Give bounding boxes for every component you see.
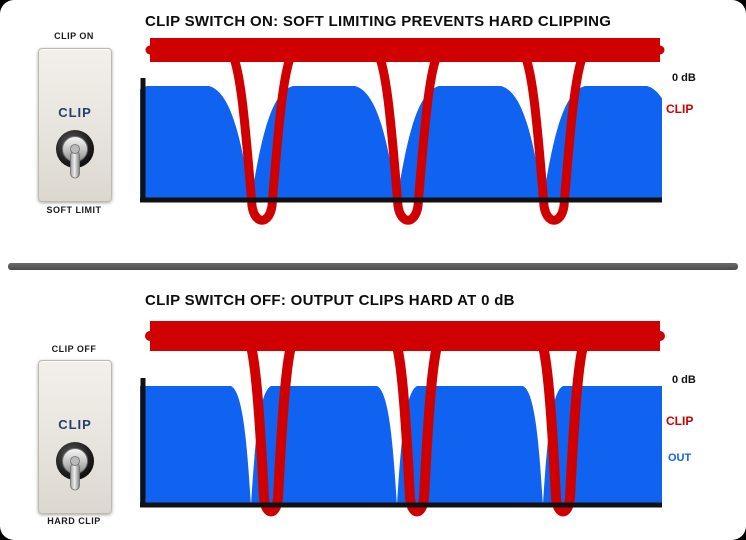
switch-pivot <box>70 456 80 466</box>
switch-plate-bottom: CLIP <box>38 360 112 514</box>
switch-lever <box>70 462 80 491</box>
toggle-switch[interactable] <box>51 441 99 505</box>
input-waveform <box>145 45 665 225</box>
switch-caption-top: CLIP OFF <box>51 344 97 354</box>
clip-label-bottom: CLIP <box>666 414 694 428</box>
switch-caption-top: CLIP ON <box>54 31 94 41</box>
clip-label: CLIP <box>58 105 92 120</box>
switch-plate-top: CLIP <box>38 48 112 202</box>
switch-lever <box>70 150 80 179</box>
clip-label-top: CLIP <box>666 102 694 116</box>
switch-caption-bottom: SOFT LIMIT <box>46 205 102 215</box>
section-divider <box>8 263 738 270</box>
switch-pivot <box>70 144 80 154</box>
input-waveform <box>145 331 665 517</box>
toggle-switch[interactable] <box>51 129 99 193</box>
output-waveform <box>140 386 662 505</box>
waveform-chart-bottom <box>128 288 710 538</box>
chart-title-bottom: CLIP SWITCH OFF: OUTPUT CLIPS HARD AT 0 … <box>145 292 515 309</box>
switch-caption-bottom: HARD CLIP <box>47 516 101 526</box>
level-label-top: 0 dB <box>672 72 696 84</box>
chart-title-top: CLIP SWITCH ON: SOFT LIMITING PREVENTS H… <box>145 13 612 30</box>
level-label-bottom: 0 dB <box>672 374 696 386</box>
waveform-chart-top <box>128 8 710 248</box>
clip-label: CLIP <box>58 417 92 432</box>
out-label-bottom: OUT <box>668 452 692 464</box>
output-waveform <box>140 86 662 200</box>
